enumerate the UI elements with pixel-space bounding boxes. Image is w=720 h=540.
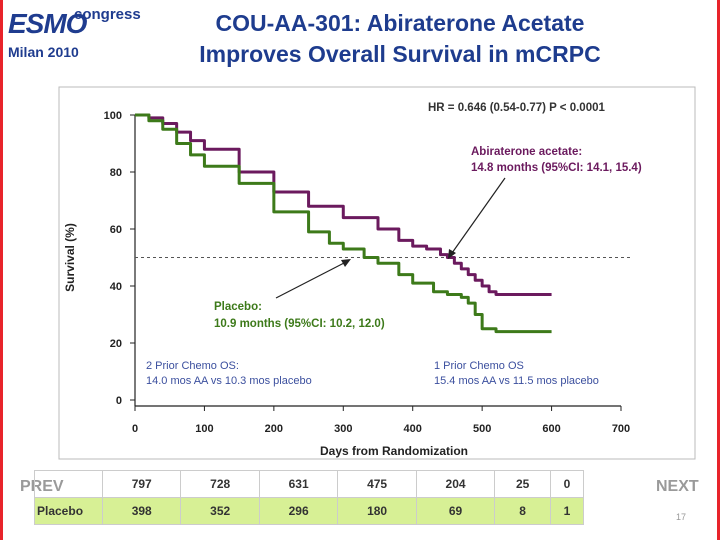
chart-panel: 0 20 40 60 80 100 0 100 200 300 400 500 600 700 Days f… [58, 86, 698, 462]
logo-city-text: Milan 2010 [8, 44, 79, 60]
risk-cell: 728 [180, 470, 260, 498]
left-border [0, 0, 3, 540]
placebo-arrow-line [275, 262, 345, 299]
risk-cell: 631 [258, 470, 339, 498]
aa-annotation-line2: 14.8 months (95%CI: 14.1, 15.4) [471, 162, 642, 174]
risk-cell: 204 [415, 470, 496, 498]
prior2-line1: 2 Prior Chemo OS: [146, 360, 239, 372]
aa-arrow-head [448, 249, 456, 259]
y-axis-label: Survival (%) [63, 223, 77, 292]
x-axis-label: Days from Randomization [320, 444, 468, 458]
placebo-annotation-line1: Placebo: [214, 301, 262, 313]
logo-sub-text: congress [74, 6, 141, 23]
slide-title: COU-AA-301: Abiraterone Acetate Improves… [120, 8, 680, 70]
x-tick-label: 400 [404, 423, 422, 435]
page-number: 17 [676, 512, 687, 522]
risk-cell: 296 [258, 497, 339, 525]
risk-row-label: AA [34, 470, 103, 498]
x-tick-label: 500 [473, 423, 491, 435]
risk-cell: 8 [494, 497, 551, 525]
risk-row: AA797728631475204250 [34, 470, 585, 498]
y-tick-label: 60 [110, 224, 122, 236]
x-tick-label: 100 [195, 423, 213, 435]
risk-cell: 180 [337, 497, 417, 525]
hr-annotation: HR = 0.646 (0.54-0.77) P < 0.0001 [428, 102, 605, 114]
risk-cell: 25 [494, 470, 551, 498]
axes: 0 20 40 60 80 100 0 100 200 300 400 500 600 700 Days f… [63, 110, 631, 458]
risk-row-label: Placebo [34, 497, 103, 525]
x-tick-label: 600 [542, 423, 560, 435]
logo-main-text: ESMO [8, 8, 87, 39]
chart-border [58, 86, 696, 460]
placebo-arrow-head [341, 259, 351, 267]
prior1-line2: 15.4 mos AA vs 11.5 mos placebo [434, 375, 599, 387]
risk-cell: 69 [415, 497, 496, 525]
risk-cell: 352 [180, 497, 260, 525]
prior2-line2: 14.0 mos AA vs 10.3 mos placebo [146, 375, 312, 387]
x-tick-label: 0 [132, 423, 138, 435]
right-border [717, 0, 720, 540]
risk-cell: 1 [549, 497, 585, 525]
next-button[interactable]: NEXT [656, 478, 699, 495]
aa-arrow-line [451, 177, 506, 254]
esmo-logo: ESMO congress Milan 2010 [6, 4, 141, 66]
y-tick-label: 40 [110, 281, 122, 293]
series-group [135, 113, 552, 334]
risk-row: Placebo 398 352 296 180 69 8 1 [34, 497, 585, 525]
x-tick-label: 700 [612, 423, 630, 435]
prior1-line1: 1 Prior Chemo OS [434, 360, 524, 372]
title-line-1: COU-AA-301: Abiraterone Acetate [215, 10, 585, 36]
title-line-2: Improves Overall Survival in mCRPC [199, 41, 601, 67]
risk-cell: 0 [549, 470, 585, 498]
series-line-placebo [135, 113, 552, 334]
y-tick-label: 80 [110, 167, 122, 179]
y-tick-label: 0 [116, 395, 122, 407]
placebo-annotation-line2: 10.9 months (95%CI: 10.2, 12.0) [214, 318, 385, 330]
aa-annotation-line1: Abiraterone acetate: [471, 146, 582, 158]
annotations: HR = 0.646 (0.54-0.77) P < 0.0001 Abirat… [146, 102, 642, 387]
risk-table: AA797728631475204250Placebo3983522961806… [34, 470, 585, 525]
km-chart: 0 20 40 60 80 100 0 100 200 300 400 500 600 700 Days f… [58, 86, 696, 460]
risk-cell: 797 [101, 470, 182, 498]
x-tick-label: 200 [265, 423, 283, 435]
series-line-abiraterone-acetate [135, 113, 552, 297]
risk-cell: 475 [337, 470, 417, 498]
y-tick-label: 100 [104, 110, 122, 122]
x-tick-label: 300 [334, 423, 352, 435]
y-tick-label: 20 [110, 338, 122, 350]
risk-cell: 398 [101, 497, 182, 525]
